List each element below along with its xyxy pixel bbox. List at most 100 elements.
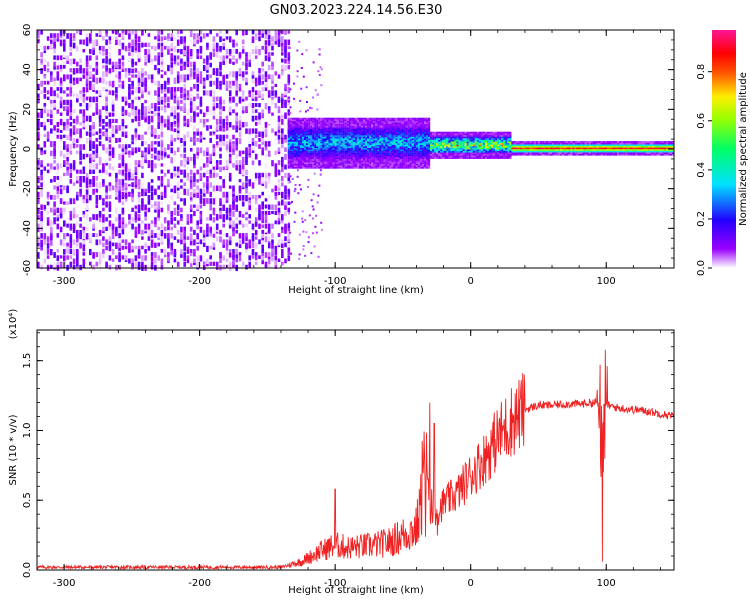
- spectrogram-cell: [56, 122, 60, 128]
- spectrogram-cell: [37, 179, 40, 184]
- spectrogram-cell: [160, 236, 164, 243]
- spectrogram-cell: [365, 117, 368, 120]
- spectrogram-cell: [206, 90, 209, 96]
- spectrogram-cell: [183, 141, 186, 147]
- spectrogram-cell: [360, 136, 364, 139]
- spectrogram-cell: [365, 127, 368, 129]
- spectrogram-cell: [89, 217, 92, 222]
- spectrogram-cell: [69, 36, 73, 43]
- spectrogram-cell: [173, 156, 177, 163]
- spectrogram-cell: [274, 255, 278, 261]
- spectrogram-cell: [238, 96, 242, 102]
- spectrogram-cell: [318, 157, 321, 160]
- spectrogram-cell: [371, 165, 374, 168]
- spectrogram-cell: [180, 198, 183, 202]
- spectrogram-cell: [118, 255, 121, 262]
- spectrogram-cell: [254, 77, 258, 83]
- spectrogram-cell: [63, 201, 66, 205]
- spectrogram-cell: [150, 61, 154, 66]
- spectrogram-cell: [225, 134, 229, 139]
- spectrogram-cell: [196, 131, 199, 136]
- spectrogram-cell: [150, 30, 154, 36]
- spectrogram-cell: [147, 160, 151, 164]
- spectrogram-cell: [121, 153, 125, 158]
- spectrogram-cell: [399, 154, 402, 156]
- spectrogram-cell: [167, 125, 170, 131]
- spectrogram-cell: [389, 138, 392, 141]
- spectrogram-cell: [393, 146, 396, 148]
- spectrogram-cell: [299, 166, 303, 169]
- spectrogram-cell: [417, 163, 420, 166]
- spectrogram-cell: [393, 128, 396, 131]
- spectrogram-cell: [369, 158, 372, 161]
- spectrogram-cell: [196, 153, 199, 159]
- spectrogram-cell: [332, 136, 335, 139]
- spectrogram-cell: [419, 166, 423, 169]
- spectrogram-cell: [387, 158, 390, 161]
- spectrogram-cell: [401, 125, 404, 128]
- spectrogram-cell: [82, 239, 86, 245]
- spectrogram-cell: [383, 139, 386, 142]
- spectrogram-cell: [82, 169, 86, 174]
- spectrogram-cell: [379, 152, 382, 155]
- spectrogram-cell: [340, 152, 343, 155]
- spectrogram-cell: [167, 204, 170, 211]
- spectrogram-cell: [261, 172, 264, 178]
- spectrogram-cell: [281, 144, 284, 149]
- spectrogram-cell: [318, 184, 321, 187]
- spectrogram-cell: [334, 146, 337, 148]
- spectrogram-cell: [228, 210, 232, 217]
- spectrogram-cell: [46, 45, 50, 50]
- spectrogram-cell: [423, 155, 427, 158]
- spectrogram-cell: [228, 52, 232, 57]
- spectrogram-cell: [235, 125, 238, 132]
- spectrogram-cell: [212, 233, 216, 238]
- spectrogram-cell: [403, 147, 406, 150]
- spectrogram-cell: [399, 166, 402, 169]
- spectrogram-cell: [50, 207, 53, 213]
- spectrogram-cell: [302, 125, 305, 128]
- spectrogram-cell: [251, 103, 255, 109]
- spectrogram-cell: [293, 135, 296, 137]
- spectrogram-cell: [95, 214, 99, 221]
- spectrogram-cell: [183, 229, 186, 236]
- spectrogram-cell: [50, 71, 53, 76]
- spectrogram-cell: [423, 160, 427, 163]
- spectrogram-cell: [287, 245, 291, 252]
- spectrogram-cell: [358, 151, 362, 153]
- spectrogram-cell: [377, 122, 380, 125]
- spectrogram-cell: [373, 146, 376, 148]
- spectrogram-cell: [189, 93, 193, 98]
- spectrogram-cell: [95, 204, 99, 208]
- spectrogram-cell: [76, 144, 79, 148]
- spectrogram-cell: [298, 40, 301, 43]
- spectrogram-cell: [291, 149, 294, 152]
- spectrogram-cell: [261, 74, 264, 80]
- spectrogram-cell: [415, 122, 418, 125]
- spectrogram-cell: [76, 255, 79, 261]
- spectrogram-cell: [212, 147, 216, 153]
- spectrogram-cell: [251, 109, 255, 114]
- spectrogram-cell: [170, 141, 173, 147]
- spectrogram-cell: [314, 147, 317, 150]
- spectrogram-cell: [248, 201, 251, 206]
- spectrogram-cell: [72, 33, 76, 38]
- spectrogram-cell: [417, 124, 420, 126]
- spectrogram-cell: [154, 64, 157, 71]
- spectrogram-cell: [342, 125, 345, 128]
- spectrogram-cell: [167, 103, 170, 108]
- spectrogram-cell: [50, 118, 53, 125]
- spectrogram-cell: [324, 136, 327, 139]
- spectrogram-cell: [344, 130, 347, 133]
- spectrogram-cell: [308, 136, 311, 139]
- spectrogram-cell: [50, 109, 53, 115]
- spectrogram-cell: [389, 163, 392, 166]
- spectrogram-cell: [426, 152, 429, 155]
- spectrogram-cell: [131, 30, 134, 35]
- spectrogram-cell: [389, 155, 392, 158]
- spectrogram-cell: [373, 166, 376, 169]
- spectrogram-cell: [43, 128, 47, 135]
- spectrogram-cell: [196, 169, 199, 175]
- spectrogram-cell: [397, 117, 400, 120]
- spectrogram-cell: [89, 83, 92, 90]
